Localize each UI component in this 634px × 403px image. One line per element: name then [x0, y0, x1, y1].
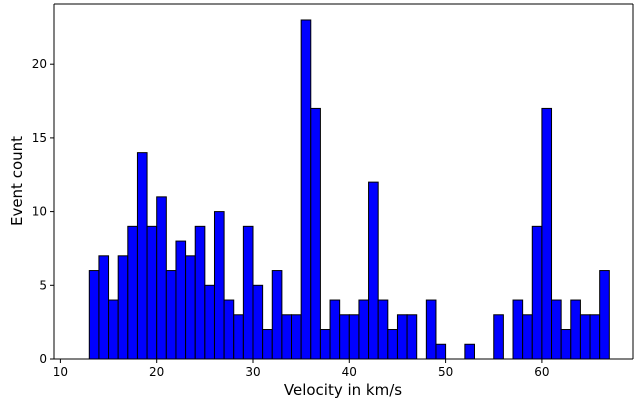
histogram-bar: [204, 284, 215, 360]
histogram-bar: [560, 329, 572, 360]
histogram-bar: [348, 314, 360, 360]
x-tick-label: 10: [53, 365, 68, 379]
histogram-bar: [551, 299, 562, 360]
x-tick-label: 60: [534, 365, 549, 379]
histogram-bar: [252, 284, 264, 360]
histogram-bar: [493, 314, 504, 360]
y-tick-label: 0: [39, 352, 47, 366]
histogram-bar: [310, 107, 321, 360]
histogram-bar: [570, 299, 581, 360]
histogram-bar: [136, 152, 148, 360]
histogram-bar: [579, 314, 591, 360]
x-tick-label: 50: [438, 365, 453, 379]
x-tick-label: 30: [245, 365, 260, 379]
histogram-bar: [522, 314, 533, 360]
y-ticks-group: 0 5 10 15 20: [32, 57, 54, 366]
histogram-bar: [165, 270, 177, 360]
histogram-bar: [127, 225, 138, 360]
histogram-bar: [233, 314, 244, 360]
y-tick-label: 15: [32, 131, 47, 145]
x-axis-label: Velocity in km/s: [284, 381, 402, 399]
y-tick-label: 10: [32, 205, 47, 219]
histogram-bar: [88, 270, 100, 360]
histogram-bar: [98, 255, 110, 360]
histogram-bar: [464, 343, 475, 360]
histogram-bar: [435, 343, 447, 360]
histogram-bar: [146, 225, 158, 360]
y-axis-label: Event count: [8, 136, 26, 226]
histogram-bar: [300, 19, 312, 360]
x-ticks-group: 10 20 30 40 50 60: [53, 359, 550, 379]
axes-group: [53, 3, 634, 360]
histogram-bar: [175, 240, 187, 360]
histogram-bar: [117, 255, 129, 360]
histogram-bar: [185, 255, 196, 360]
y-tick-label: 5: [39, 278, 47, 292]
histogram-bar: [589, 314, 601, 360]
x-tick-label: 40: [342, 365, 357, 379]
histogram-bar: [387, 329, 398, 360]
histogram-bar: [262, 329, 273, 360]
histogram-bar: [339, 314, 350, 360]
histogram-bar: [271, 270, 283, 360]
histogram-bar: [329, 299, 341, 360]
histogram-bar: [156, 196, 167, 360]
histogram-bar: [377, 299, 389, 360]
x-tick-label: 20: [149, 365, 164, 379]
histogram-bar: [406, 314, 418, 360]
histogram-bar: [531, 225, 543, 360]
histogram-bar: [213, 211, 225, 360]
histogram-bar: [223, 299, 235, 360]
histogram-bar: [599, 270, 610, 360]
histogram-bar: [358, 299, 370, 360]
histogram-bar: [512, 299, 524, 360]
histogram-bar: [108, 299, 119, 360]
histogram-bar: [281, 314, 293, 360]
histogram-bar: [425, 299, 437, 360]
histogram-bar: [396, 314, 408, 360]
histogram-bar: [368, 181, 379, 360]
histogram-bar: [291, 314, 302, 360]
histogram-bar: [319, 329, 331, 360]
y-tick-label: 20: [32, 57, 47, 71]
histogram-bar: [194, 225, 206, 360]
histogram-bar: [541, 107, 553, 360]
histogram-bar: [242, 225, 254, 360]
